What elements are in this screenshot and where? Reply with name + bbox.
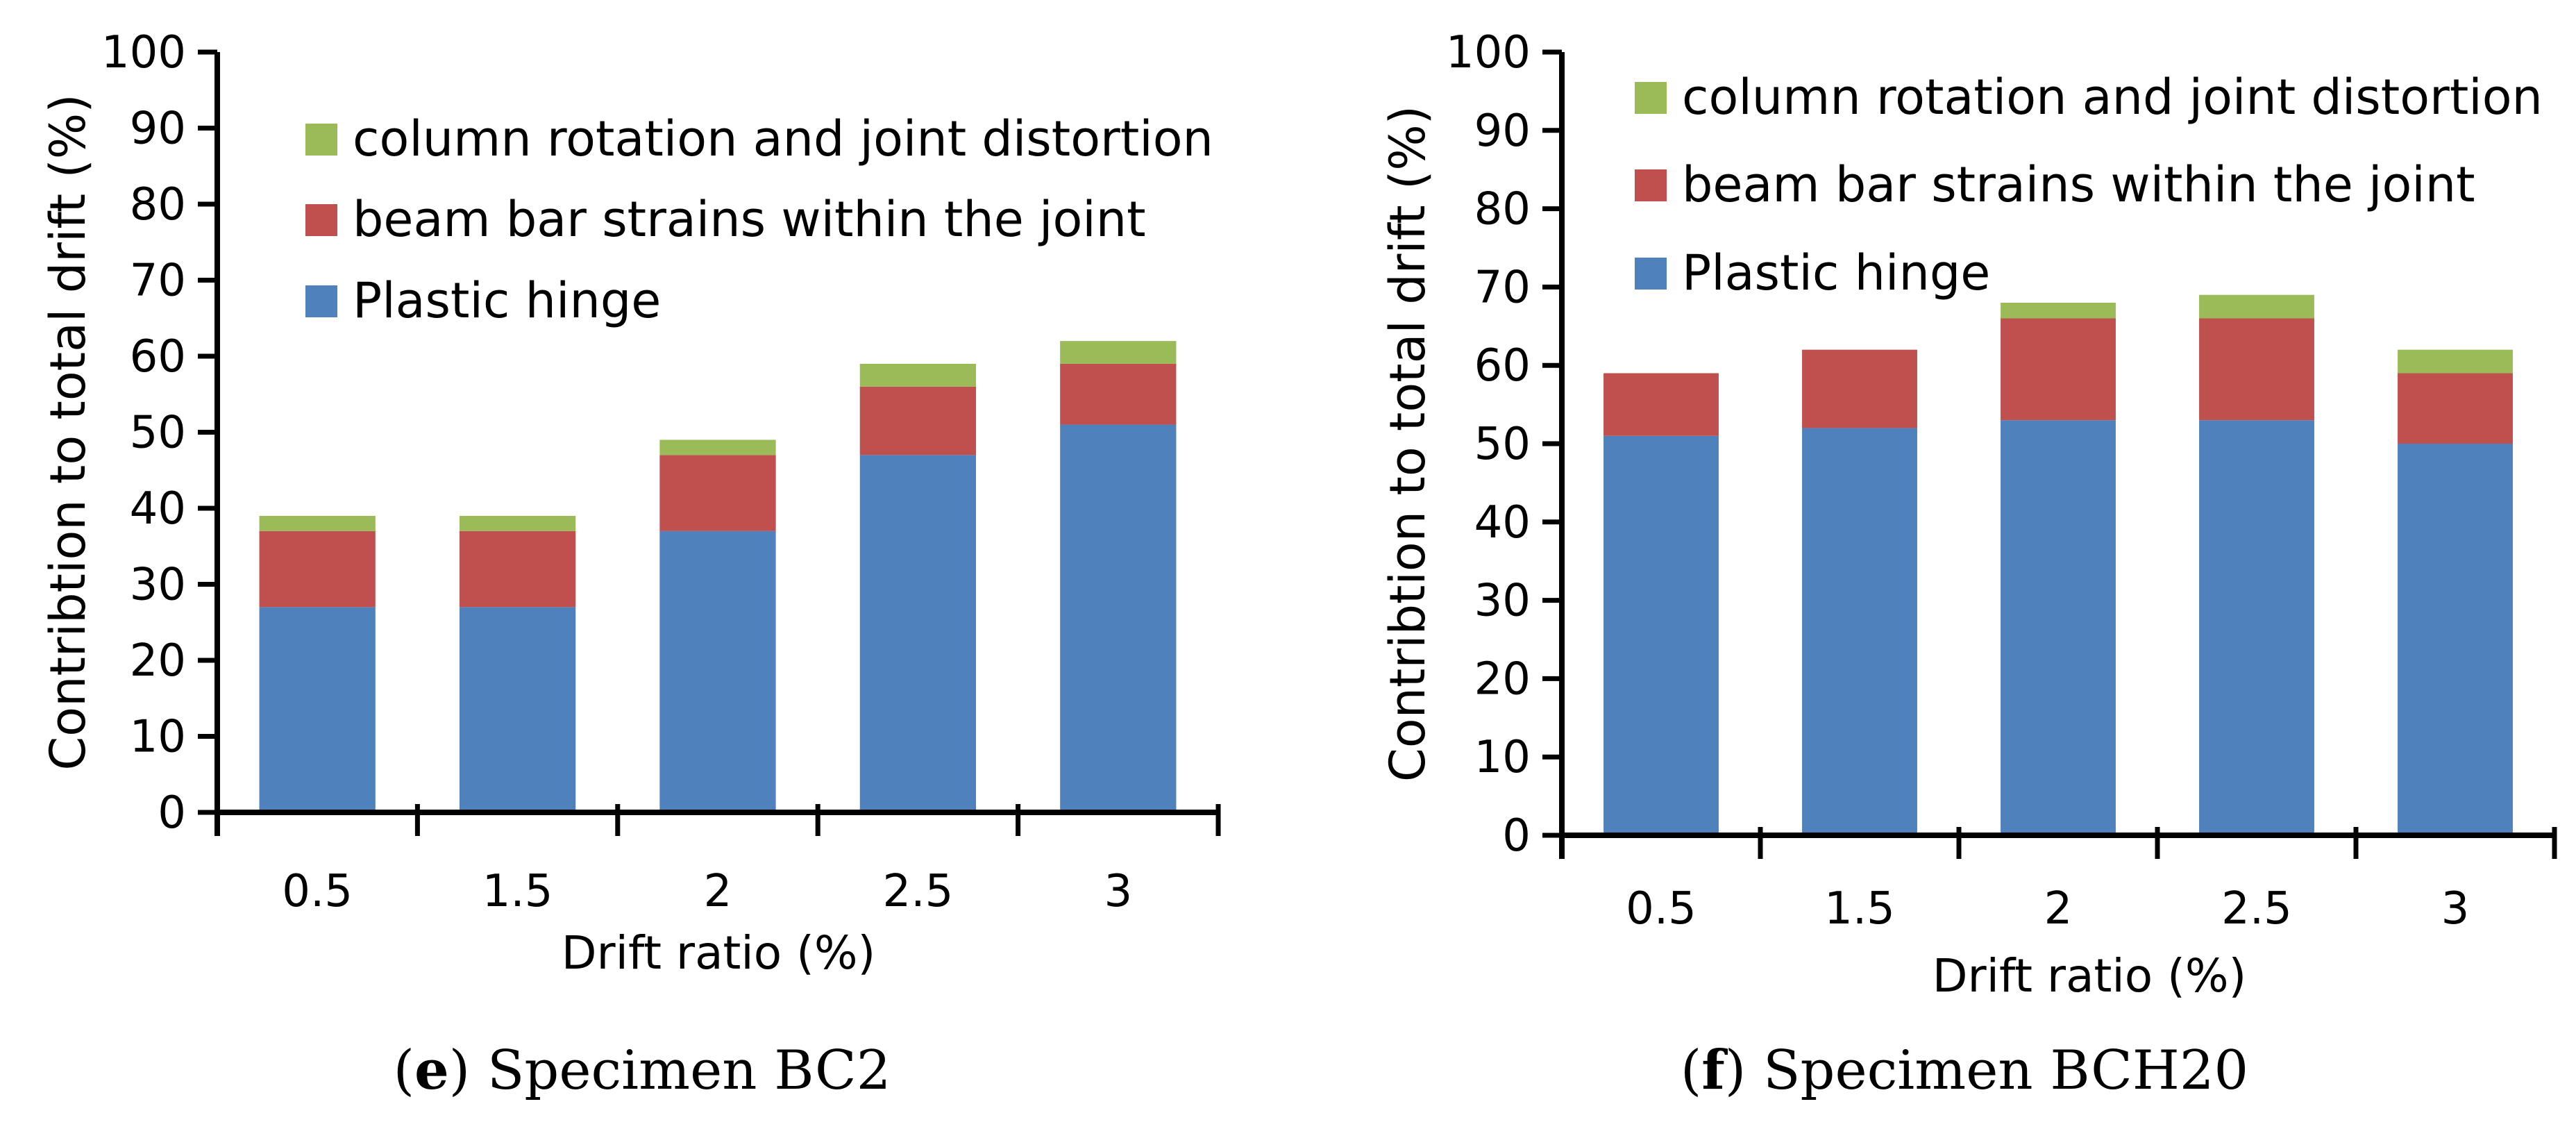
- legend-label: column rotation and joint distortion: [1682, 69, 2543, 126]
- x-tick-label: 2: [704, 866, 732, 917]
- x-tick-label: 2.5: [2221, 883, 2292, 935]
- bar-beam-bar-strains-within-the-joint-2: [659, 455, 776, 531]
- y-tick-label: 10: [1474, 732, 1531, 783]
- y-tick-label: 40: [130, 483, 186, 535]
- y-tick-label: 90: [130, 103, 186, 155]
- legend-label: Plastic hinge: [1682, 244, 1990, 301]
- legend-swatch-column-rotation-and-joint-distortion: [305, 124, 337, 156]
- y-tick-label: 60: [130, 331, 186, 383]
- bar-column-rotation-and-joint-distortion-2: [2001, 302, 2116, 319]
- y-tick-label: 10: [130, 712, 186, 763]
- bar-beam-bar-strains-within-the-joint-2_5: [859, 386, 977, 455]
- x-tick-label: 0.5: [282, 866, 353, 917]
- panel-caption: (f) Specimen BCH20: [1681, 1039, 2248, 1102]
- bar-column-rotation-and-joint-distortion-0_5: [259, 515, 376, 531]
- y-tick-label: 90: [1474, 106, 1531, 157]
- x-tick-label: 2: [2044, 883, 2073, 935]
- y-tick-label: 20: [1474, 653, 1531, 705]
- y-tick-label: 70: [1474, 262, 1531, 313]
- legend-label: beam bar strains within the joint: [1682, 156, 2475, 213]
- x-tick-label: 2.5: [883, 866, 954, 917]
- bar-column-rotation-and-joint-distortion-2_5: [859, 363, 977, 387]
- bar-plastic-hinge-3: [1060, 424, 1177, 812]
- bar-beam-bar-strains-within-the-joint-1_5: [459, 530, 576, 608]
- y-tick-label: 100: [101, 27, 186, 78]
- y-tick-label: 50: [1474, 419, 1531, 470]
- y-tick-label: 60: [1474, 340, 1531, 392]
- x-tick-label: 0.5: [1626, 883, 1697, 935]
- bar-column-rotation-and-joint-distortion-3: [1060, 341, 1177, 364]
- y-tick-label: 100: [1446, 27, 1531, 78]
- legend-label: Plastic hinge: [353, 272, 661, 329]
- x-tick-label: 1.5: [1824, 883, 1895, 935]
- y-tick-label: 0: [158, 787, 186, 839]
- y-tick-label: 0: [1502, 810, 1531, 862]
- bar-beam-bar-strains-within-the-joint-0_5: [1603, 373, 1719, 436]
- bar-column-rotation-and-joint-distortion-1_5: [459, 515, 576, 531]
- bar-beam-bar-strains-within-the-joint-2: [2001, 318, 2116, 421]
- y-axis-title: Contribtion to total drift (%): [40, 94, 96, 770]
- y-tick-label: 20: [130, 635, 186, 687]
- bar-plastic-hinge-0_5: [259, 607, 376, 812]
- bar-plastic-hinge-1_5: [1802, 428, 1917, 835]
- bar-column-rotation-and-joint-distortion-2_5: [2199, 294, 2314, 319]
- chart-panel-2: 0.5 1.5 2 2.5 30102030405060708090100Contrib…: [1379, 27, 2557, 1102]
- legend-swatch-beam-bar-strains-within-the-joint: [1635, 169, 1667, 201]
- legend-swatch-beam-bar-strains-within-the-joint: [305, 204, 337, 236]
- bar-plastic-hinge-2: [2001, 420, 2116, 835]
- y-tick-label: 50: [130, 408, 186, 459]
- bar-beam-bar-strains-within-the-joint-0_5: [259, 530, 376, 608]
- x-tick-label: 1.5: [482, 866, 553, 917]
- y-tick-label: 80: [1474, 184, 1531, 235]
- bar-beam-bar-strains-within-the-joint-3: [2398, 373, 2513, 444]
- y-axis-title: Contribtion to total drift (%): [1379, 106, 1436, 782]
- x-axis-title: Drift ratio (%): [562, 926, 876, 980]
- legend-swatch-plastic-hinge: [1635, 258, 1667, 290]
- bar-plastic-hinge-2_5: [859, 455, 977, 812]
- y-tick-label: 30: [130, 560, 186, 611]
- bar-beam-bar-strains-within-the-joint-2_5: [2199, 318, 2314, 421]
- bar-plastic-hinge-0_5: [1603, 435, 1719, 835]
- bar-column-rotation-and-joint-distortion-2: [659, 440, 776, 455]
- legend-label: beam bar strains within the joint: [353, 191, 1146, 248]
- y-tick-label: 30: [1474, 576, 1531, 627]
- bar-beam-bar-strains-within-the-joint-3: [1060, 363, 1177, 425]
- x-tick-label: 3: [2441, 883, 2470, 935]
- y-tick-label: 70: [130, 256, 186, 307]
- bar-plastic-hinge-1_5: [459, 607, 576, 812]
- bar-plastic-hinge-2: [659, 530, 776, 812]
- bar-plastic-hinge-2_5: [2199, 420, 2314, 835]
- chart-panel-1: 0.5 1.5 2 2.5 30102030405060708090100Contrib…: [40, 27, 1221, 1102]
- y-tick-label: 40: [1474, 497, 1531, 549]
- bar-plastic-hinge-3: [2398, 444, 2513, 835]
- legend-swatch-plastic-hinge: [305, 285, 337, 317]
- x-axis-title: Drift ratio (%): [1933, 949, 2247, 1003]
- y-tick-label: 80: [130, 179, 186, 231]
- panel-caption: (e) Specimen BC2: [394, 1039, 891, 1102]
- x-tick-label: 3: [1104, 866, 1132, 917]
- legend-label: column rotation and joint distortion: [353, 110, 1213, 167]
- legend-swatch-column-rotation-and-joint-distortion: [1635, 82, 1667, 114]
- bar-column-rotation-and-joint-distortion-3: [2398, 349, 2513, 374]
- bar-beam-bar-strains-within-the-joint-1_5: [1802, 349, 1917, 428]
